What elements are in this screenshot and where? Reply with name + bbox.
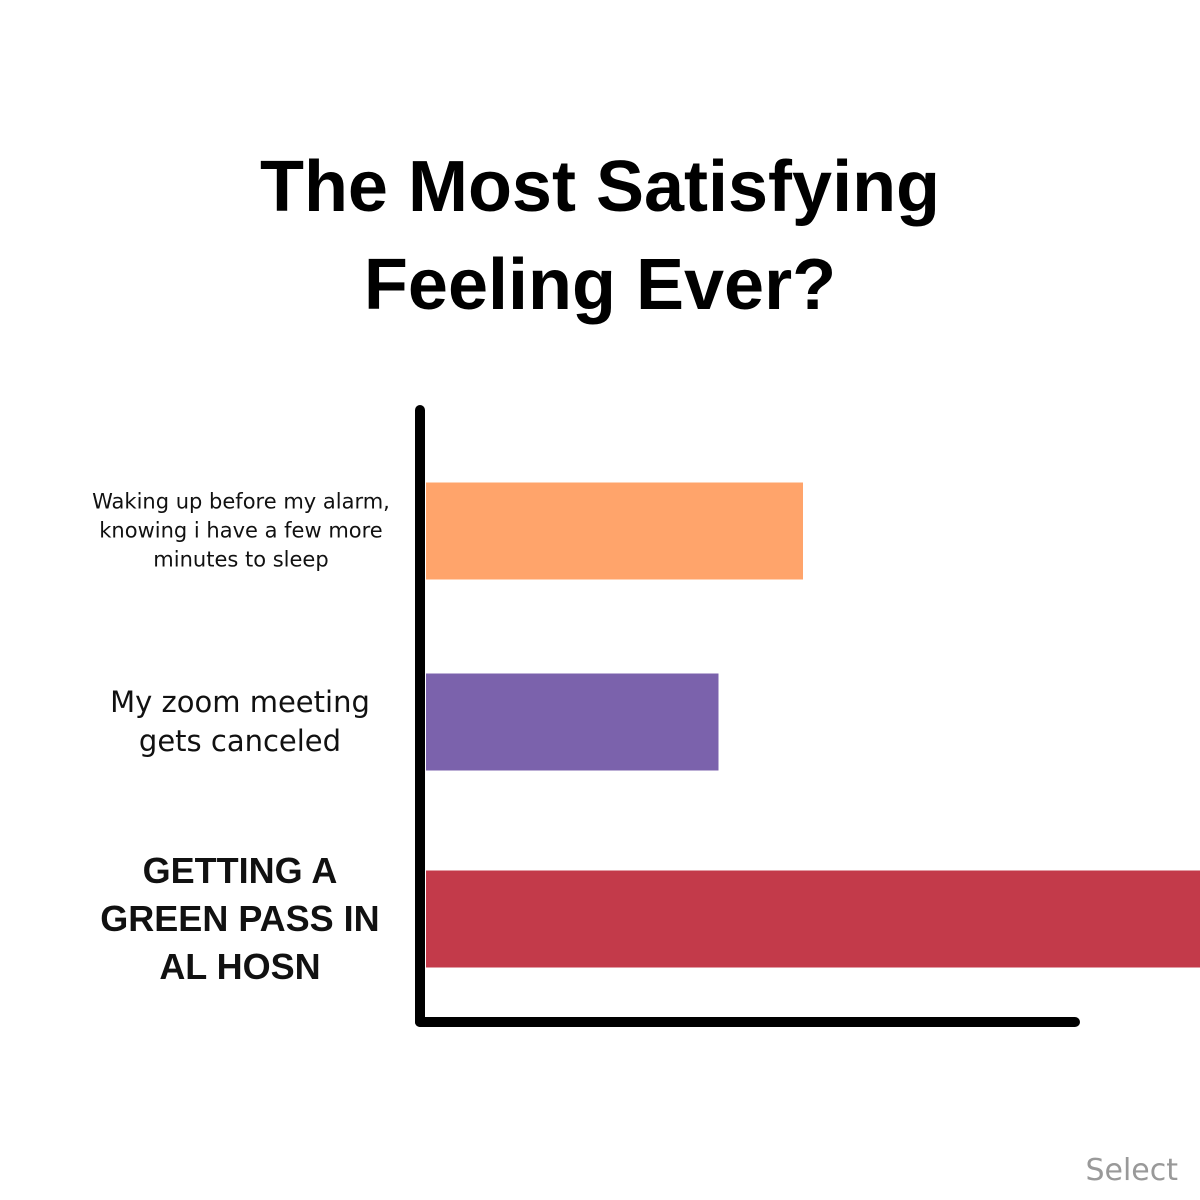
- category-label: GETTING A GREEN PASS IN AL HOSN: [100, 850, 380, 987]
- bar: [426, 870, 1200, 968]
- category-label: Waking up before my alarm, knowing i hav…: [92, 489, 390, 572]
- bar: [426, 482, 803, 580]
- bar: [426, 673, 719, 771]
- category-label: My zoom meeting gets canceled: [110, 685, 370, 758]
- watermark: Select: [1085, 1153, 1178, 1188]
- chart-title: The Most Satisfying Feeling Ever?: [259, 147, 941, 325]
